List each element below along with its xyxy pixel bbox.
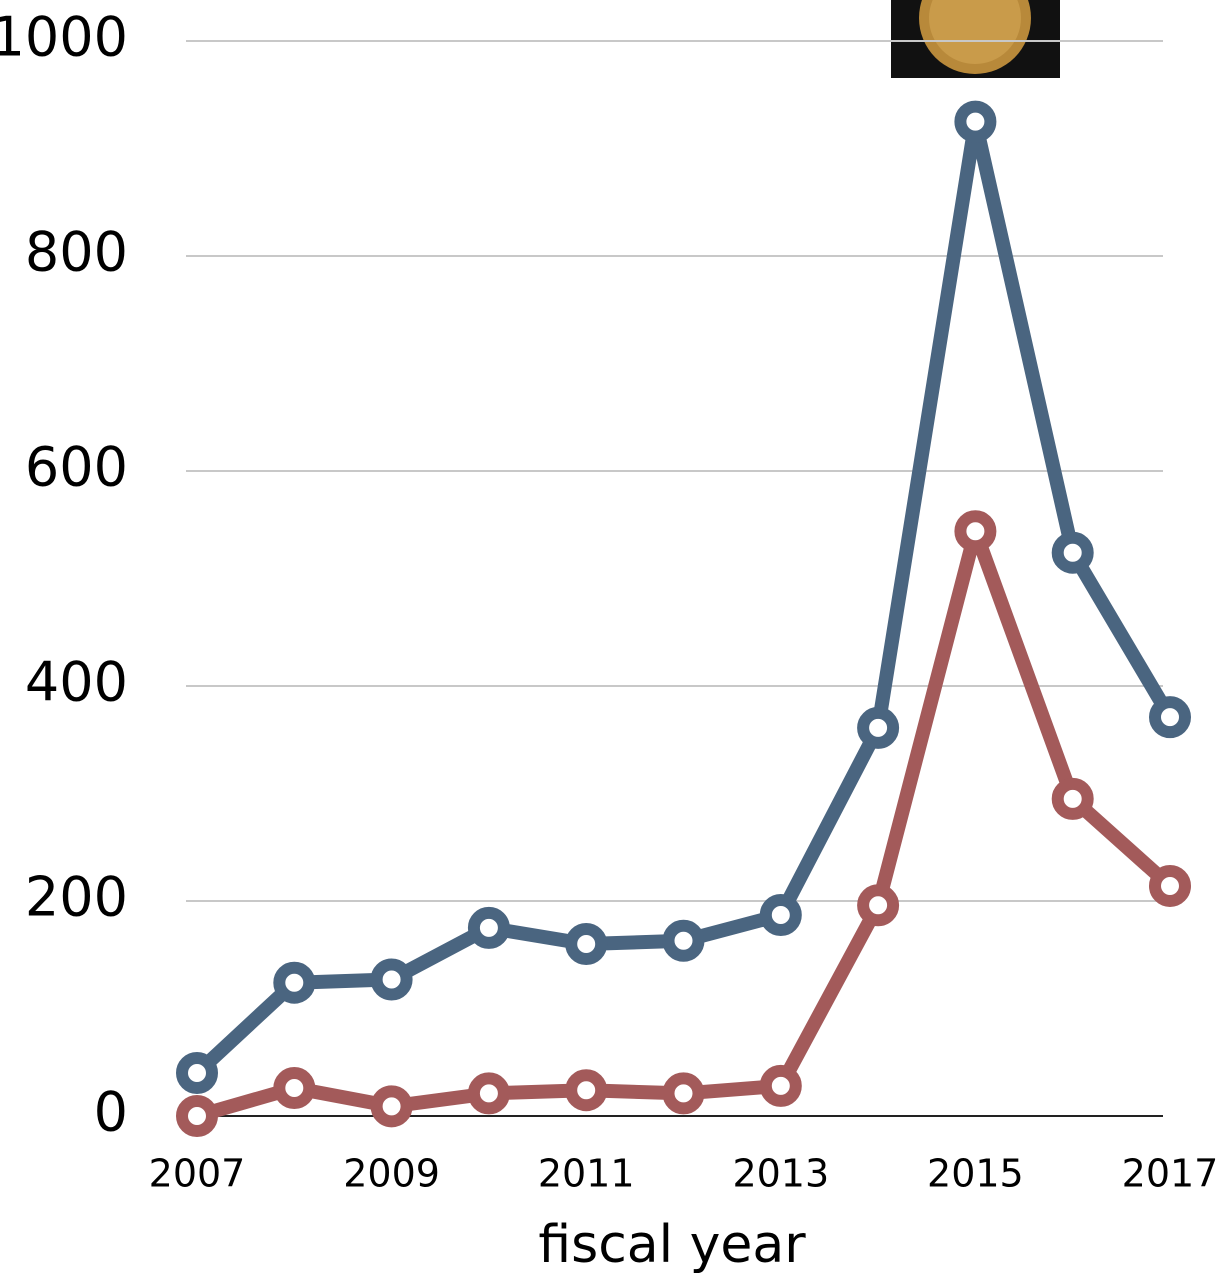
point-marker [662,919,705,962]
point-marker [273,1067,316,1110]
point-marker [759,893,802,936]
y-tick-label: 1000 [0,6,128,69]
y-tick-label: 800 [25,221,128,284]
point-marker [954,100,997,143]
point-marker [467,1072,510,1115]
point-marker [176,1095,218,1137]
y-tick-label: 600 [25,436,128,499]
point-marker [1149,864,1191,907]
point-marker [857,706,900,749]
point-marker [176,1052,218,1094]
point-marker [759,1064,802,1107]
point-marker [857,884,900,927]
y-tick-label: 0 [94,1081,128,1144]
point-marker [1149,696,1191,739]
series-line [195,524,1175,1123]
x-axis-label: fiscal year [538,1215,806,1275]
x-tick-label: 2017 [1122,1152,1217,1196]
point-marker [273,961,316,1004]
point-marker [565,1069,608,1112]
point-marker [565,923,608,965]
y-tick-label: 400 [25,651,128,714]
point-marker [370,1085,413,1128]
point-marker [662,1072,705,1115]
x-tick-label: 2013 [732,1152,829,1196]
x-tick-label: 2007 [149,1152,246,1196]
y-tick-label: 200 [25,866,128,929]
x-tick-label: 2009 [343,1152,440,1196]
x-tick-label: 2011 [538,1152,635,1196]
point-marker [1051,777,1094,820]
point-marker [1051,531,1094,574]
medal-image [891,0,1060,78]
point-marker [467,906,510,949]
point-marker [370,958,413,1001]
point-marker [954,510,997,553]
x-tick-label: 2015 [927,1152,1024,1196]
